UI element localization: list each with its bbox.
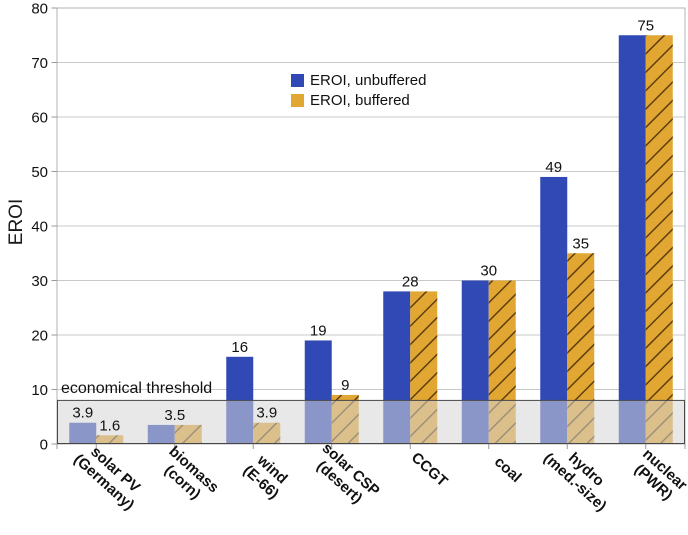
y-tick-label-40: 40 bbox=[31, 219, 48, 236]
value-label-6-s0: 49 bbox=[545, 159, 562, 176]
x-category-label-0: solar PV(Germany) bbox=[70, 438, 149, 513]
threshold-label: economical threshold bbox=[61, 380, 213, 397]
bar-unbuffered-7 bbox=[618, 35, 646, 444]
economical-threshold-band bbox=[57, 399, 685, 444]
legend-swatch-buffered-icon bbox=[291, 93, 304, 107]
y-tick-label-20: 20 bbox=[31, 328, 48, 345]
value-label-0-s1: 1.6 bbox=[99, 417, 120, 434]
y-tick-label-50: 50 bbox=[31, 164, 48, 181]
x-category-label-6: hydro(med.-size) bbox=[540, 437, 621, 515]
legend-item-unbuffered: EROI, unbuffered bbox=[291, 70, 426, 90]
bar-unbuffered-6 bbox=[540, 176, 568, 444]
y-axis-title: EROI bbox=[6, 198, 27, 246]
legend-label-unbuffered: EROI, unbuffered bbox=[310, 71, 427, 89]
value-label-7-mid: 75 bbox=[637, 17, 654, 34]
value-label-3-s0: 19 bbox=[310, 322, 327, 339]
value-label-6-s1: 35 bbox=[572, 235, 589, 252]
y-tick-label-10: 10 bbox=[31, 382, 48, 399]
x-category-label-3: solar CSP(desert) bbox=[307, 440, 382, 513]
y-tick-label-70: 70 bbox=[31, 55, 48, 72]
value-label-3-s1: 9 bbox=[341, 377, 349, 394]
x-category-label-1: biomass(corn) bbox=[154, 443, 222, 509]
x-category-label-5: coal bbox=[491, 453, 525, 486]
y-tick-label-0: 0 bbox=[40, 437, 48, 454]
legend-swatch-unbuffered-icon bbox=[291, 73, 304, 87]
value-label-2-s1: 3.9 bbox=[256, 405, 277, 422]
x-category-label-7: nuclear(PWR) bbox=[628, 445, 688, 506]
x-category-label-4: CCGT bbox=[408, 449, 451, 490]
y-tick-label-80: 80 bbox=[31, 1, 48, 18]
bar-hatch-buffered-7 bbox=[645, 35, 673, 444]
legend: EROI, unbuffered EROI, buffered bbox=[291, 70, 426, 110]
value-label-0-s0: 3.9 bbox=[72, 405, 93, 422]
y-tick-label-30: 30 bbox=[31, 273, 48, 290]
value-label-5-mid: 30 bbox=[480, 263, 497, 280]
value-label-4-mid: 28 bbox=[402, 273, 419, 290]
y-tick-label-60: 60 bbox=[31, 110, 48, 127]
legend-item-buffered: EROI, buffered bbox=[291, 90, 426, 110]
x-category-label-2: wind(E-66) bbox=[240, 449, 294, 502]
value-label-1-mid: 3.5 bbox=[164, 407, 185, 424]
value-label-2-s0: 16 bbox=[231, 339, 248, 356]
legend-label-buffered: EROI, buffered bbox=[310, 91, 410, 109]
